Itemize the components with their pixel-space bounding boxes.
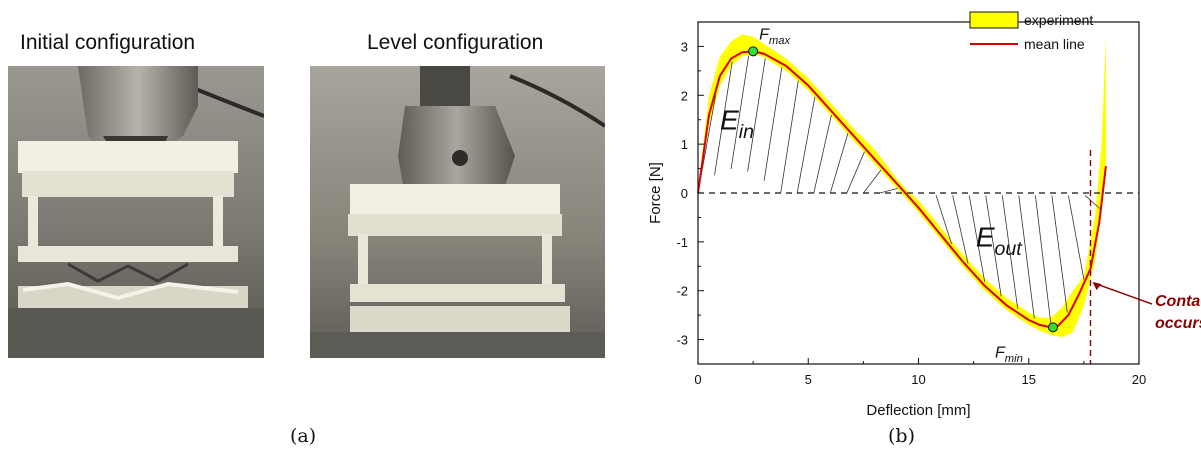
legend-label-experiment: experiment: [1024, 12, 1093, 28]
hatch-line: [1018, 195, 1035, 319]
photo-initial-configuration: [8, 66, 264, 358]
hatch-line: [813, 115, 832, 194]
photo-title-level: Level configuration: [367, 31, 544, 54]
hatch-line: [846, 151, 865, 194]
hatch-line: [1051, 195, 1068, 313]
contact-annotation-line: occurs: [1155, 315, 1201, 332]
fmax-label: Fmax: [759, 26, 790, 47]
hatch-line: [879, 188, 898, 194]
hatch-line: [796, 96, 816, 194]
x-tick-label: 15: [1022, 372, 1036, 387]
hatch-line: [714, 61, 733, 176]
hatch-line: [985, 195, 1002, 297]
eout-label: Eout: [976, 222, 1023, 260]
caption-a: (a): [290, 425, 317, 447]
fmax-point: [748, 46, 759, 57]
y-tick-label: 1: [681, 137, 688, 152]
hatch-line: [829, 133, 849, 194]
caption-b: (b): [888, 425, 915, 447]
hatch-line: [935, 195, 952, 245]
x-tick-label: 10: [911, 372, 925, 387]
fmin-point: [1048, 322, 1059, 333]
experiment-band: [698, 34, 1106, 338]
hatch-line: [780, 80, 799, 194]
y-tick-label: -1: [676, 235, 688, 250]
y-tick-label: 3: [681, 39, 688, 54]
hatch-line: [730, 55, 750, 170]
chart-ylabel: Force [N]: [647, 162, 664, 224]
contact-arrow-head: [1092, 281, 1102, 290]
y-tick-label: 0: [681, 186, 688, 201]
y-tick-label: -3: [676, 333, 688, 348]
hatch-line: [1084, 195, 1101, 210]
contact-arrow: [1093, 282, 1153, 305]
chart-xlabel: Deflection [mm]: [866, 402, 970, 419]
photo-level-configuration: [310, 66, 605, 358]
fmin-label: Fmin: [995, 344, 1023, 365]
x-tick-label: 20: [1132, 372, 1146, 387]
y-tick-label: 2: [681, 88, 688, 103]
hatch-line: [968, 195, 986, 282]
hatch-line: [1035, 195, 1052, 324]
hatch-line: [952, 195, 969, 264]
x-tick-label: 0: [694, 372, 701, 387]
y-tick-label: -2: [676, 284, 688, 299]
ein-label: Ein: [720, 104, 754, 142]
hatch-line: [747, 58, 766, 172]
x-tick-label: 5: [805, 372, 812, 387]
hatch-line: [1068, 195, 1085, 280]
photo-title-initial: Initial configuration: [20, 31, 196, 54]
mean-line-series: [697, 50, 1107, 329]
hatch-line: [1001, 195, 1019, 309]
hatch-line: [763, 67, 783, 181]
contact-annotation-line: Contact: [1155, 293, 1201, 310]
legend-band-swatch: [969, 11, 1019, 29]
hatch-line: [863, 169, 882, 194]
legend-label-mean-line: mean line: [1024, 36, 1085, 52]
